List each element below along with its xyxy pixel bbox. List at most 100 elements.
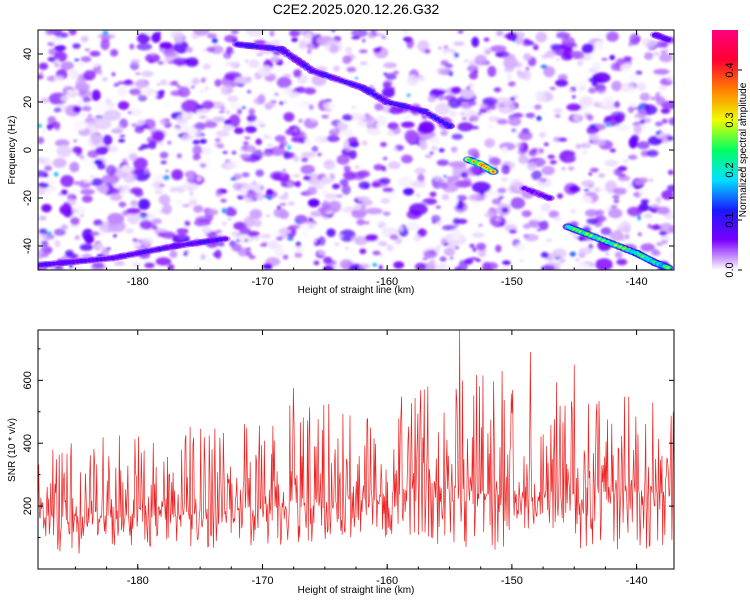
spectrogram-cell xyxy=(547,154,555,159)
spectrogram-cell xyxy=(357,120,367,127)
spectrogram-cell xyxy=(70,216,80,226)
spectrogram-cell xyxy=(230,30,239,35)
x-tick-label: -160 xyxy=(376,575,398,587)
spectrogram-cell xyxy=(155,257,172,266)
spectrogram-cell xyxy=(471,232,485,238)
ridge-core xyxy=(299,61,303,64)
spectrogram-cell xyxy=(555,31,571,39)
x-tick-label: -150 xyxy=(501,575,523,587)
spectrogram-cell xyxy=(282,254,289,260)
spectrogram-cell xyxy=(382,187,394,193)
spectrogram-cell xyxy=(638,104,646,109)
spectrogram-cell xyxy=(276,76,292,88)
spectrogram-y-ticks: -40 -20 0 20 40 xyxy=(22,48,674,254)
spectrogram-cell xyxy=(539,148,544,153)
spectrogram-cell xyxy=(333,166,337,170)
spectrogram-cell xyxy=(383,211,391,216)
spectrogram-cell xyxy=(496,118,509,125)
spectrogram-cell xyxy=(429,136,441,144)
spectrogram-cell xyxy=(322,215,328,220)
spectrogram-cell xyxy=(487,65,497,77)
y-tick-label: 0 xyxy=(22,147,34,153)
spectrogram-cell xyxy=(368,85,374,88)
spectrogram-cell xyxy=(277,205,281,210)
spectrogram-cell xyxy=(440,237,447,243)
spectrogram-cell xyxy=(644,52,654,60)
spectrogram-cell xyxy=(39,71,44,75)
spectrogram-cell xyxy=(666,184,674,192)
spectrogram-cell xyxy=(539,131,546,138)
spectrogram-cell xyxy=(126,148,132,156)
spectrogram-cell xyxy=(515,243,526,252)
spectrogram-cell xyxy=(511,84,524,95)
ridge-core xyxy=(173,245,177,247)
spectrogram-cell xyxy=(237,194,245,200)
ridge-core xyxy=(150,249,154,252)
spectrogram-cell xyxy=(578,247,593,255)
spectrogram-cell xyxy=(194,122,206,131)
spectrogram-cell xyxy=(659,53,673,63)
spectrogram-cell xyxy=(368,126,384,137)
spectrogram-cell xyxy=(93,101,110,114)
ridge-core xyxy=(352,83,356,86)
spectrogram-cell xyxy=(266,214,271,217)
spectrogram-cell xyxy=(230,177,237,181)
spectrogram-cell xyxy=(612,195,620,199)
spectrogram-cell xyxy=(40,252,49,258)
spectrogram-cell xyxy=(237,57,243,63)
spectrogram-cell xyxy=(176,227,189,235)
spectrogram-cell xyxy=(656,242,664,246)
spectrogram-cell xyxy=(483,37,490,42)
spectrogram-cell xyxy=(232,182,243,191)
ridge-core xyxy=(335,78,339,81)
ridge-core xyxy=(202,240,206,243)
spectrogram-cell xyxy=(347,206,353,211)
spectrogram-cell xyxy=(105,98,112,104)
spectrogram-cell xyxy=(304,138,312,146)
spectrogram-cell xyxy=(388,107,404,115)
ridge-core xyxy=(303,64,306,67)
ridge-core xyxy=(435,117,439,120)
spectrogram-cell xyxy=(163,175,170,181)
spectrogram-cell xyxy=(358,181,371,190)
spectrogram-cell xyxy=(383,62,397,69)
spectrogram-cell xyxy=(109,34,116,39)
spectrogram-cell xyxy=(427,95,436,103)
spectrogram-cell xyxy=(639,119,646,124)
spectrogram-cell xyxy=(372,263,378,267)
spectrogram-cell xyxy=(381,167,387,172)
spectrogram-cell xyxy=(501,207,509,214)
ridge-core xyxy=(543,195,547,198)
spectrogram-cell xyxy=(274,135,286,143)
spectrogram-cell xyxy=(193,264,201,270)
ridge-core xyxy=(259,46,263,48)
spectrogram-cell xyxy=(47,56,57,62)
ridge-core xyxy=(319,72,323,75)
spectrogram-cell xyxy=(54,239,61,248)
spectrogram-cell xyxy=(383,157,388,160)
spectrogram-cell xyxy=(484,138,496,148)
spectrogram-cell xyxy=(89,50,101,57)
ridge-core xyxy=(186,243,190,246)
spectrogram-cell xyxy=(90,178,104,187)
spectrogram-cell xyxy=(570,208,576,214)
snr-background xyxy=(38,330,674,569)
spectrogram-cell xyxy=(577,60,583,67)
spectrogram-cell xyxy=(668,251,674,259)
spectrogram-cell xyxy=(581,180,595,187)
spectrogram-cell xyxy=(199,115,207,119)
ridge-core xyxy=(267,46,271,49)
spectrogram-cell xyxy=(359,61,368,65)
spectrogram-cell xyxy=(398,176,413,188)
spectrogram-cell xyxy=(511,112,524,118)
spectrogram-cell xyxy=(141,236,154,246)
spectrogram-cell xyxy=(566,103,582,111)
spectrogram-cell xyxy=(218,110,226,114)
spectrogram-cell xyxy=(574,152,586,160)
colorbar-tick-label: 0.4 xyxy=(724,62,736,77)
spectrogram-cell xyxy=(262,263,273,270)
spectrogram-cell xyxy=(137,198,151,210)
spectrogram-cell xyxy=(345,46,353,55)
spectrogram-cell xyxy=(125,79,132,84)
spectrogram-cell xyxy=(636,82,647,91)
